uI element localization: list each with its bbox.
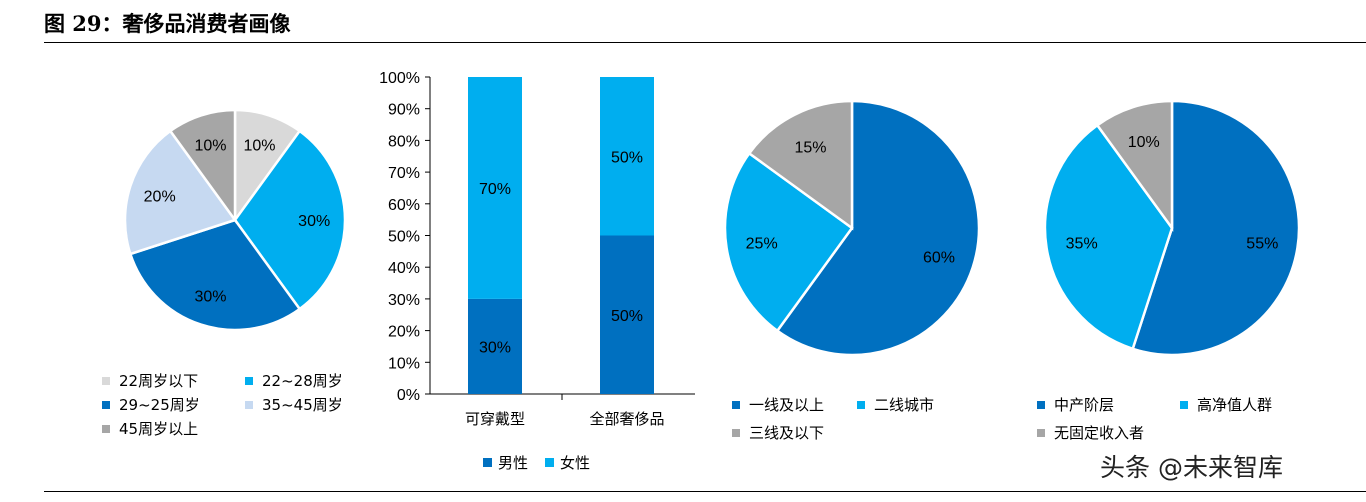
gender-legend-swatch-2	[545, 458, 554, 467]
gender-legend-swatch-1	[483, 458, 492, 467]
city-tier-legend-swatch-3	[732, 429, 740, 437]
city-tier-legend-label-1: 一线及以上	[749, 396, 824, 414]
y-tick-label: 10%	[388, 355, 420, 372]
age-legend-label-1: 22周岁以下	[119, 372, 198, 390]
age-legend-label-2: 22~28周岁	[262, 372, 343, 390]
age-slice-4	[123, 129, 238, 256]
city-tier-slice-1	[775, 99, 981, 357]
age-slice-5	[168, 108, 237, 224]
city-tier-legend-swatch-1	[732, 401, 740, 409]
age-slice-label-4: 20%	[144, 189, 176, 206]
income-slice-2	[1043, 123, 1174, 351]
income-slice-1	[1131, 99, 1301, 357]
income-legend-swatch-2	[1180, 401, 1188, 409]
age-legend: 22周岁以下 22~28周岁 29~25周岁 35~45周岁 45周岁以上	[102, 372, 343, 438]
city-tier-legend-swatch-2	[857, 401, 865, 409]
x-category-label-2: 全部奢侈品	[589, 410, 664, 428]
age-slice-label-1: 10%	[243, 138, 275, 155]
city-tier-legend-label-3: 三线及以下	[749, 424, 824, 442]
y-tick-label: 80%	[388, 133, 420, 150]
gender-legend-label-2: 女性	[560, 454, 590, 472]
age-slice-2	[233, 129, 347, 311]
y-tick-label: 30%	[388, 292, 420, 309]
income-legend-label-2: 高净值人群	[1197, 396, 1272, 414]
y-tick-label: 0%	[397, 387, 420, 404]
y-tick-label: 40%	[388, 260, 420, 277]
age-slice-label-5: 10%	[195, 138, 227, 155]
bar-2-segment-1	[600, 235, 654, 394]
y-tick-label: 100%	[379, 70, 420, 87]
income-legend-label-3: 无固定收入者	[1054, 424, 1144, 442]
age-legend-swatch-2	[245, 377, 253, 385]
bar-1-segment-label-1: 30%	[479, 339, 511, 356]
income-slice-label-2: 35%	[1066, 235, 1098, 252]
y-tick-label: 50%	[388, 229, 420, 246]
age-pie-chart: 10% 30% 30% 20% 10%	[123, 108, 347, 332]
income-slice-3	[1095, 99, 1174, 232]
watermark: 头条 @未来智库	[1100, 453, 1283, 482]
y-tick-label: 90%	[388, 102, 420, 119]
income-pie-chart: 55% 35% 10%	[1043, 99, 1301, 357]
x-category-label-1: 可穿戴型	[465, 410, 525, 428]
city-tier-slice-3	[747, 99, 854, 231]
city-tier-slice-label-2: 25%	[746, 235, 778, 252]
gender-legend: 男性 女性	[483, 454, 590, 472]
y-tick-label: 70%	[388, 165, 420, 182]
figure-title: 图 29：奢侈品消费者画像	[44, 11, 291, 36]
top-rule	[44, 42, 1366, 43]
income-legend-swatch-3	[1037, 429, 1045, 437]
age-slice-label-3: 30%	[195, 288, 227, 305]
gender-bar-chart: 0% 10% 20% 30% 40% 50% 60% 70% 80% 90% 100% 30% 70% 可…	[379, 70, 695, 428]
age-legend-swatch-5	[102, 425, 110, 433]
income-legend-label-1: 中产阶层	[1054, 396, 1114, 414]
age-legend-label-3: 29~25周岁	[119, 396, 200, 414]
age-legend-label-5: 45周岁以上	[119, 420, 198, 438]
gender-legend-label-1: 男性	[498, 454, 528, 472]
city-tier-slice-label-1: 60%	[923, 249, 955, 266]
age-legend-swatch-3	[102, 401, 110, 409]
city-tier-slice-2	[723, 151, 854, 333]
income-legend-swatch-1	[1037, 401, 1045, 409]
bottom-rule	[44, 491, 1366, 492]
y-tick-label: 60%	[388, 197, 420, 214]
income-slice-label-1: 55%	[1246, 235, 1278, 252]
age-legend-swatch-1	[102, 377, 110, 385]
age-slice-label-2: 30%	[298, 213, 330, 230]
bar-1-segment-1	[468, 298, 522, 394]
city-tier-legend-label-2: 二线城市	[874, 396, 934, 414]
age-legend-swatch-4	[245, 401, 253, 409]
y-tick-label: 20%	[388, 324, 420, 341]
city-tier-pie-chart: 60% 25% 15%	[723, 99, 981, 357]
bar-1-segment-label-2: 70%	[479, 181, 511, 198]
city-tier-slice-label-3: 15%	[794, 140, 826, 157]
age-slice-3	[128, 218, 302, 332]
bar-2-segment-2	[600, 77, 654, 236]
income-slice-label-3: 10%	[1128, 134, 1160, 151]
age-legend-label-4: 35~45周岁	[262, 396, 343, 414]
bar-1-segment-2	[468, 77, 522, 299]
bar-2-segment-label-2: 50%	[611, 149, 643, 166]
bar-2-segment-label-1: 50%	[611, 308, 643, 325]
